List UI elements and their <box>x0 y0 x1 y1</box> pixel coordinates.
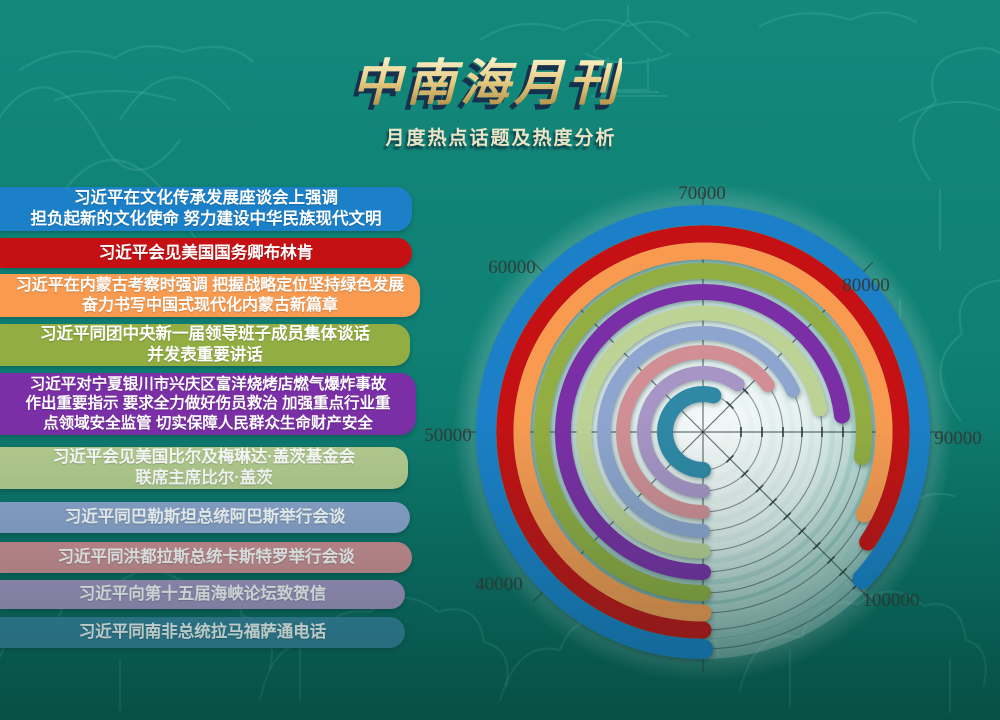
chart-arc-topic-3 <box>513 242 893 622</box>
axis-tick <box>740 469 749 478</box>
axis-tick-label: 80000 <box>842 275 890 296</box>
chart-arc-topic-8 <box>616 345 775 519</box>
topic-bar-10: 习近平同南非总统拉马福萨通电话 <box>0 617 405 648</box>
axis-tick-label: 60000 <box>488 257 536 278</box>
axis-tick <box>725 454 735 464</box>
page-title: 中南海月刊 中南海月刊 <box>347 55 622 116</box>
topic-bar-5: 习近平对宁夏银川市兴庆区富洋烧烤店燃气爆炸事故 作出重要指示 要求全力做好伤员救… <box>0 373 416 435</box>
chart-arc-topic-6 <box>576 305 828 559</box>
axis-tick <box>797 526 807 536</box>
chart-arc-topic-7 <box>597 326 800 538</box>
page-title-text: 中南海月刊 <box>352 55 622 111</box>
axis-tick-label: 70000 <box>678 183 726 204</box>
axis-tick-label: 40000 <box>475 574 523 595</box>
chart-arc-topic-5 <box>555 284 851 580</box>
axis-tick <box>782 511 792 521</box>
topic-bar-1: 习近平在文化传承发展座谈会上强调 担负起新的文化使命 努力建设中华民族现代文明 <box>0 187 412 231</box>
chart-arc-topic-9 <box>637 366 745 498</box>
axis-tick <box>755 484 764 493</box>
topic-bar-8: 习近平同洪都拉斯总统卡斯特罗举行会谈 <box>0 542 412 573</box>
chart-arc-topic-1 <box>476 205 930 659</box>
chart-arc-topic-10 <box>657 386 722 478</box>
chart-arc-topic-4 <box>534 263 872 601</box>
axis-tick <box>812 541 822 551</box>
axis-tick-label: 50000 <box>424 425 472 446</box>
axis-tick <box>768 497 778 507</box>
axis-tick-label: 100000 <box>863 590 920 611</box>
spoke-line <box>702 431 874 603</box>
topic-bar-9: 习近平向第十五届海峡论坛致贺信 <box>0 580 405 609</box>
topic-bar-7: 习近平同巴勒斯坦总统阿巴斯举行会谈 <box>0 502 410 533</box>
axis-tick <box>838 567 848 577</box>
axis-tick <box>725 400 735 410</box>
topic-bar-4: 习近平同团中央新一届领导班子成员集体谈话 并发表重要讲话 <box>0 324 410 366</box>
chart-arc-topic-2 <box>496 225 910 639</box>
axis-labels: 40000 50000 60000 70000 80000 90000 100000 <box>424 183 982 611</box>
chart-bars <box>476 205 930 659</box>
topic-bar-6: 习近平会见美国比尔及梅琳达·盖茨基金会 联席主席比尔·盖茨 <box>0 447 408 489</box>
page-subtitle: 月度热点话题及热度分析 <box>385 128 617 149</box>
topic-bar-2: 习近平会见美国国务卿布林肯 <box>0 238 412 268</box>
axis-tick-label: 90000 <box>934 428 982 449</box>
page-title-shadow: 中南海月刊 <box>347 61 617 116</box>
axis-tick <box>826 555 836 565</box>
topic-bar-3: 习近平在内蒙古考察时强调 把握战略定位坚持绿色发展 奋力书写中国式现代化内蒙古新… <box>0 274 420 317</box>
